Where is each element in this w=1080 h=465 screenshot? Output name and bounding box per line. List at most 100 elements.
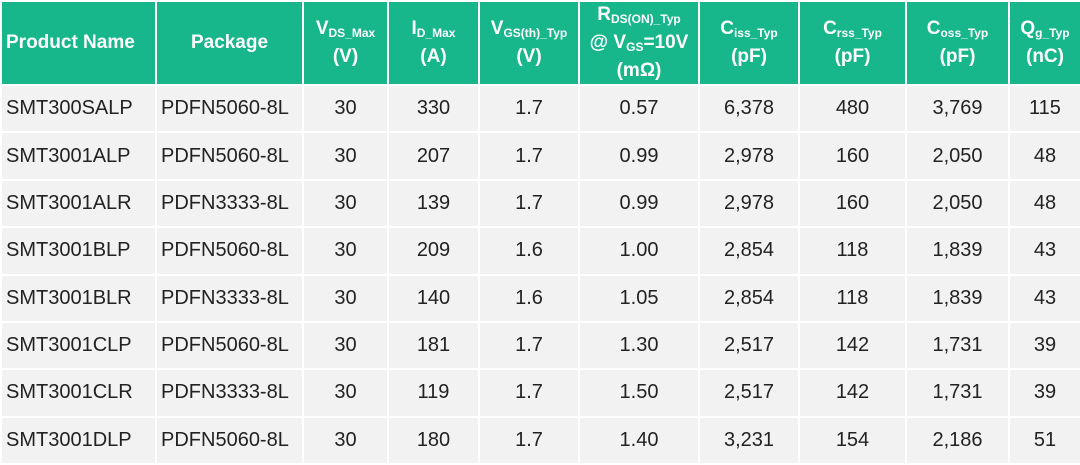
table-cell: SMT3001ALR [0,178,157,229]
table-cell: SMT3001BLR [0,273,157,323]
unit: (A) [420,46,447,67]
table-cell: 330 [387,83,480,134]
table-cell: 48 [1008,178,1080,229]
table-cell: PDFN3333-8L [155,178,304,229]
table-cell: 139 [387,178,480,229]
table-cell: 1.7 [478,415,580,465]
subscript: DS(ON)_Typ [610,12,681,26]
table-cell: 0.57 [578,83,700,134]
unit: (pF) [731,46,767,67]
table-cell: 30 [302,320,389,371]
table-cell: 6,378 [698,83,800,134]
header-cell: Product Name [0,0,157,86]
table-row: SMT3001ALR PDFN3333-8L 30 139 1.7 0.99 2,978 16… [0,178,1080,229]
unit: (pF) [834,46,871,67]
symbol: C [926,18,941,39]
subscript: GS [626,40,644,54]
condition: =10V [643,32,689,53]
table-row: SMT3001ALP PDFN5060-8L 30 207 1.7 0.99 2,978 16… [0,131,1080,181]
unit: (V) [516,46,542,67]
header-cell: Crss_Typ (pF) [798,0,907,86]
table-cell: 1.00 [578,226,700,276]
symbol: C [823,18,837,39]
table-cell: 30 [302,131,389,181]
header-cell: ID_Max (A) [387,0,480,86]
subscript: rss_Typ [836,26,882,40]
unit: (V) [332,46,359,67]
table-cell: PDFN5060-8L [155,83,304,134]
table-cell: PDFN5060-8L [155,131,304,181]
table-cell: 118 [798,273,907,323]
table-cell: 160 [798,131,907,181]
subscript: DS_Max [328,26,376,40]
table-cell: 1.7 [478,83,580,134]
table-cell: 30 [302,273,389,323]
table-cell: 1.50 [578,368,700,418]
table-cell: 2,854 [698,273,800,323]
symbol: C [720,18,734,39]
table-row: SMT3001CLR PDFN3333-8L 30 119 1.7 1.50 2,517 14… [0,368,1080,418]
table-cell: 43 [1008,273,1080,323]
header-cell: Package [155,0,304,86]
table-cell: 30 [302,415,389,465]
table-cell: SMT3001ALP [0,131,157,181]
table-cell: 43 [1008,226,1080,276]
table-cell: 30 [302,178,389,229]
table-cell: 48 [1008,131,1080,181]
table-cell: 2,978 [698,178,800,229]
table-cell: 1.05 [578,273,700,323]
table-cell: 39 [1008,368,1080,418]
table-cell: 3,231 [698,415,800,465]
table-cell: SMT300SALP [0,83,157,134]
table-cell: 160 [798,178,907,229]
symbol: R [597,4,611,25]
table-cell: 2,050 [905,131,1010,181]
unit: (pF) [939,46,976,67]
table-cell: 0.99 [578,131,700,181]
table-cell: 140 [387,273,480,323]
table-cell: PDFN3333-8L [155,368,304,418]
table-cell: 119 [387,368,480,418]
table-cell: 1,731 [905,320,1010,371]
table-cell: 30 [302,83,389,134]
table-cell: 0.99 [578,178,700,229]
table-cell: 51 [1008,415,1080,465]
table-cell: SMT3001CLP [0,320,157,371]
table-cell: 2,517 [698,320,800,371]
table-cell: 1.7 [478,320,580,371]
table-cell: 1.40 [578,415,700,465]
header-cell: VGS(th)_Typ (V) [478,0,580,86]
table-row: SMT3001BLP PDFN5060-8L 30 209 1.6 1.00 2,854 11… [0,226,1080,276]
symbol: V [315,18,329,39]
table-row: SMT300SALP PDFN5060-8L 30 330 1.7 0.57 6,378 48… [0,83,1080,134]
symbol: V [490,18,504,39]
header-cell: VDS_Max (V) [302,0,389,86]
table-cell: 480 [798,83,907,134]
subscript: GS(th)_Typ [503,26,568,40]
table-cell: 142 [798,320,907,371]
table-cell: PDFN5060-8L [155,415,304,465]
table-cell: 1,731 [905,368,1010,418]
table-cell: 142 [798,368,907,418]
table-cell: 1.6 [478,226,580,276]
table-body: SMT300SALP PDFN5060-8L 30 330 1.7 0.57 6,378 48… [0,83,1080,465]
header-cell: Coss_Typ (pF) [905,0,1010,86]
table-cell: SMT3001CLR [0,368,157,418]
table-cell: PDFN5060-8L [155,320,304,371]
condition: @ V [589,32,627,53]
table-cell: 1.30 [578,320,700,371]
table-cell: 1.6 [478,273,580,323]
table-cell: 154 [798,415,907,465]
table-cell: 30 [302,226,389,276]
table-cell: 2,050 [905,178,1010,229]
table-cell: 118 [798,226,907,276]
subscript: oss_Typ [940,26,989,40]
table-cell: 207 [387,131,480,181]
table-cell: 209 [387,226,480,276]
table-row: SMT3001DLP PDFN5060-8L 30 180 1.7 1.40 3,231 15… [0,415,1080,465]
table-cell: 2,854 [698,226,800,276]
subscript: g_Typ [1035,26,1070,40]
table-row: SMT3001CLP PDFN5060-8L 30 181 1.7 1.30 2,517 14… [0,320,1080,371]
